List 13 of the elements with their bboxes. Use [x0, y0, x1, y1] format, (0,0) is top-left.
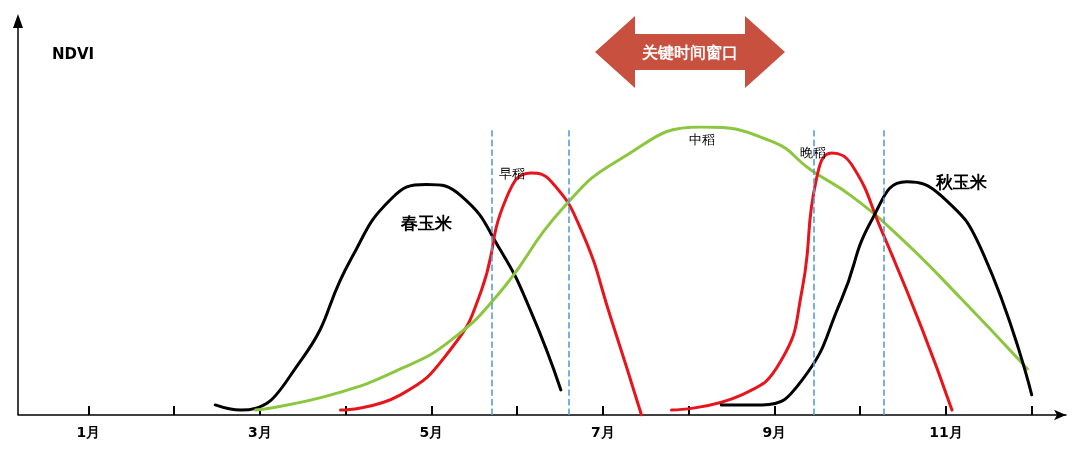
x-tick-label: 7月	[591, 424, 615, 440]
x-tick-label: 1月	[76, 424, 101, 440]
x-tick-label: 9月	[762, 424, 787, 440]
series-label: 秋玉米	[935, 171, 989, 192]
x-tick-label: 3月	[247, 424, 272, 440]
y-axis-title: NDVI	[52, 44, 95, 63]
series-label: 中稻	[688, 132, 715, 147]
text: 关键时间窗口	[641, 42, 738, 62]
series-label: 晚稻	[799, 145, 826, 161]
x-tick-label: 11月	[929, 424, 963, 440]
series-label: 春玉米	[399, 213, 453, 234]
x-tick-label: 5月	[419, 424, 444, 440]
series-label: 早稻	[498, 165, 525, 181]
